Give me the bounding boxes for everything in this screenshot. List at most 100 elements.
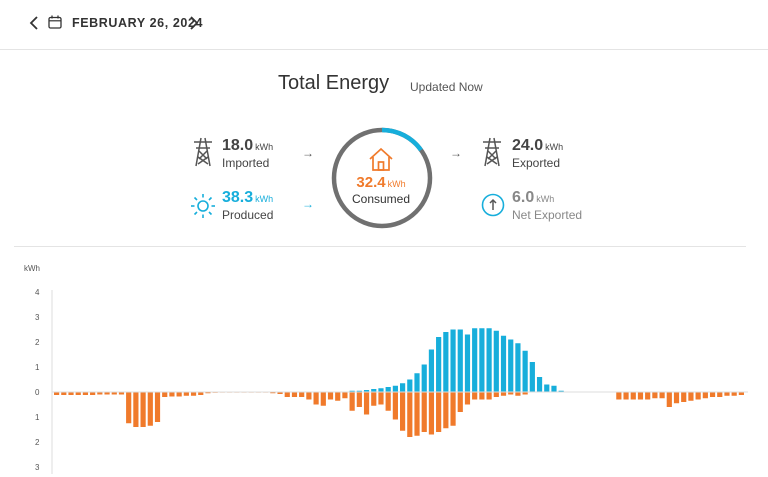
- grid-bar[interactable]: [342, 392, 348, 399]
- grid-bar[interactable]: [688, 392, 694, 401]
- grid-bar[interactable]: [133, 392, 139, 427]
- grid-bar[interactable]: [479, 392, 485, 400]
- solar-bar[interactable]: [551, 385, 557, 392]
- solar-bar[interactable]: [500, 335, 507, 392]
- grid-bar[interactable]: [104, 392, 110, 395]
- grid-bar[interactable]: [400, 392, 406, 431]
- grid-bar[interactable]: [486, 392, 492, 400]
- grid-bar[interactable]: [493, 392, 499, 397]
- solar-bar[interactable]: [428, 349, 435, 393]
- grid-bar[interactable]: [731, 392, 737, 396]
- grid-bar[interactable]: [443, 392, 449, 429]
- grid-bar[interactable]: [738, 392, 744, 395]
- grid-bar[interactable]: [75, 392, 81, 395]
- grid-bar[interactable]: [162, 392, 168, 397]
- grid-bar[interactable]: [140, 392, 146, 427]
- grid-bar[interactable]: [436, 392, 442, 432]
- grid-bar[interactable]: [472, 392, 478, 400]
- grid-bar[interactable]: [385, 392, 391, 411]
- solar-bar[interactable]: [385, 387, 391, 392]
- grid-bar[interactable]: [421, 392, 427, 432]
- grid-bar[interactable]: [154, 392, 161, 422]
- solar-bar[interactable]: [378, 388, 384, 392]
- grid-bar[interactable]: [284, 392, 290, 397]
- solar-bar[interactable]: [486, 328, 492, 392]
- grid-bar[interactable]: [147, 392, 153, 426]
- grid-bar[interactable]: [299, 392, 305, 397]
- grid-bar[interactable]: [673, 392, 680, 404]
- grid-bar[interactable]: [457, 392, 463, 412]
- grid-bar[interactable]: [508, 392, 514, 395]
- grid-bar[interactable]: [645, 392, 651, 400]
- current-date[interactable]: FEBRUARY 26, 2024: [72, 16, 204, 30]
- grid-bar[interactable]: [277, 392, 283, 394]
- solar-bar[interactable]: [464, 334, 471, 393]
- grid-bar[interactable]: [118, 392, 125, 395]
- grid-bar[interactable]: [407, 392, 413, 437]
- solar-bar[interactable]: [529, 362, 535, 392]
- grid-bar[interactable]: [97, 392, 103, 395]
- grid-bar[interactable]: [61, 392, 67, 395]
- grid-bar[interactable]: [637, 392, 644, 400]
- grid-bar[interactable]: [320, 392, 326, 406]
- solar-bar[interactable]: [479, 328, 485, 392]
- grid-bar[interactable]: [464, 392, 471, 405]
- grid-bar[interactable]: [709, 392, 716, 397]
- solar-bar[interactable]: [363, 390, 370, 392]
- grid-bar[interactable]: [198, 392, 204, 395]
- grid-bar[interactable]: [68, 392, 74, 395]
- solar-bar[interactable]: [407, 379, 413, 393]
- grid-bar[interactable]: [291, 392, 298, 397]
- solar-bar[interactable]: [450, 329, 456, 393]
- grid-bar[interactable]: [666, 392, 672, 407]
- grid-bar[interactable]: [378, 392, 384, 405]
- grid-bar[interactable]: [659, 392, 665, 399]
- grid-bar[interactable]: [717, 392, 723, 397]
- solar-bar[interactable]: [392, 385, 398, 392]
- grid-bar[interactable]: [515, 392, 521, 396]
- grid-bar[interactable]: [414, 392, 420, 436]
- solar-bar[interactable]: [443, 332, 449, 392]
- solar-bar[interactable]: [544, 384, 550, 393]
- solar-bar[interactable]: [508, 339, 514, 393]
- solar-bar[interactable]: [457, 329, 463, 393]
- grid-bar[interactable]: [616, 392, 622, 400]
- grid-bar[interactable]: [183, 392, 189, 396]
- solar-bar[interactable]: [349, 390, 355, 392]
- grid-bar[interactable]: [176, 392, 182, 397]
- grid-bar[interactable]: [724, 392, 730, 396]
- solar-bar[interactable]: [522, 350, 528, 392]
- solar-bar[interactable]: [436, 337, 442, 392]
- next-day-button[interactable]: [184, 12, 204, 34]
- solar-bar[interactable]: [421, 364, 427, 393]
- grid-bar[interactable]: [90, 392, 96, 395]
- grid-bar[interactable]: [500, 392, 507, 396]
- grid-bar[interactable]: [270, 392, 276, 394]
- grid-bar[interactable]: [695, 392, 701, 400]
- grid-bar[interactable]: [623, 392, 629, 400]
- grid-bar[interactable]: [190, 392, 197, 396]
- grid-bar[interactable]: [630, 392, 636, 400]
- solar-bar[interactable]: [356, 390, 362, 392]
- grid-bar[interactable]: [681, 392, 687, 402]
- grid-bar[interactable]: [363, 392, 370, 415]
- grid-bar[interactable]: [111, 392, 117, 395]
- grid-bar[interactable]: [327, 392, 334, 400]
- solar-bar[interactable]: [414, 373, 420, 392]
- grid-bar[interactable]: [392, 392, 398, 420]
- previous-day-button[interactable]: [24, 12, 44, 34]
- solar-bar[interactable]: [472, 328, 478, 392]
- solar-bar[interactable]: [515, 343, 521, 392]
- grid-bar[interactable]: [522, 392, 528, 395]
- grid-bar[interactable]: [313, 392, 319, 405]
- solar-bar[interactable]: [400, 383, 406, 392]
- grid-bar[interactable]: [126, 392, 132, 424]
- solar-bar[interactable]: [493, 330, 499, 392]
- grid-bar[interactable]: [335, 392, 341, 401]
- grid-bar[interactable]: [356, 392, 362, 407]
- grid-bar[interactable]: [82, 392, 89, 395]
- grid-bar[interactable]: [306, 392, 312, 400]
- grid-bar[interactable]: [702, 392, 708, 399]
- calendar-icon[interactable]: [48, 15, 62, 29]
- grid-bar[interactable]: [371, 392, 377, 406]
